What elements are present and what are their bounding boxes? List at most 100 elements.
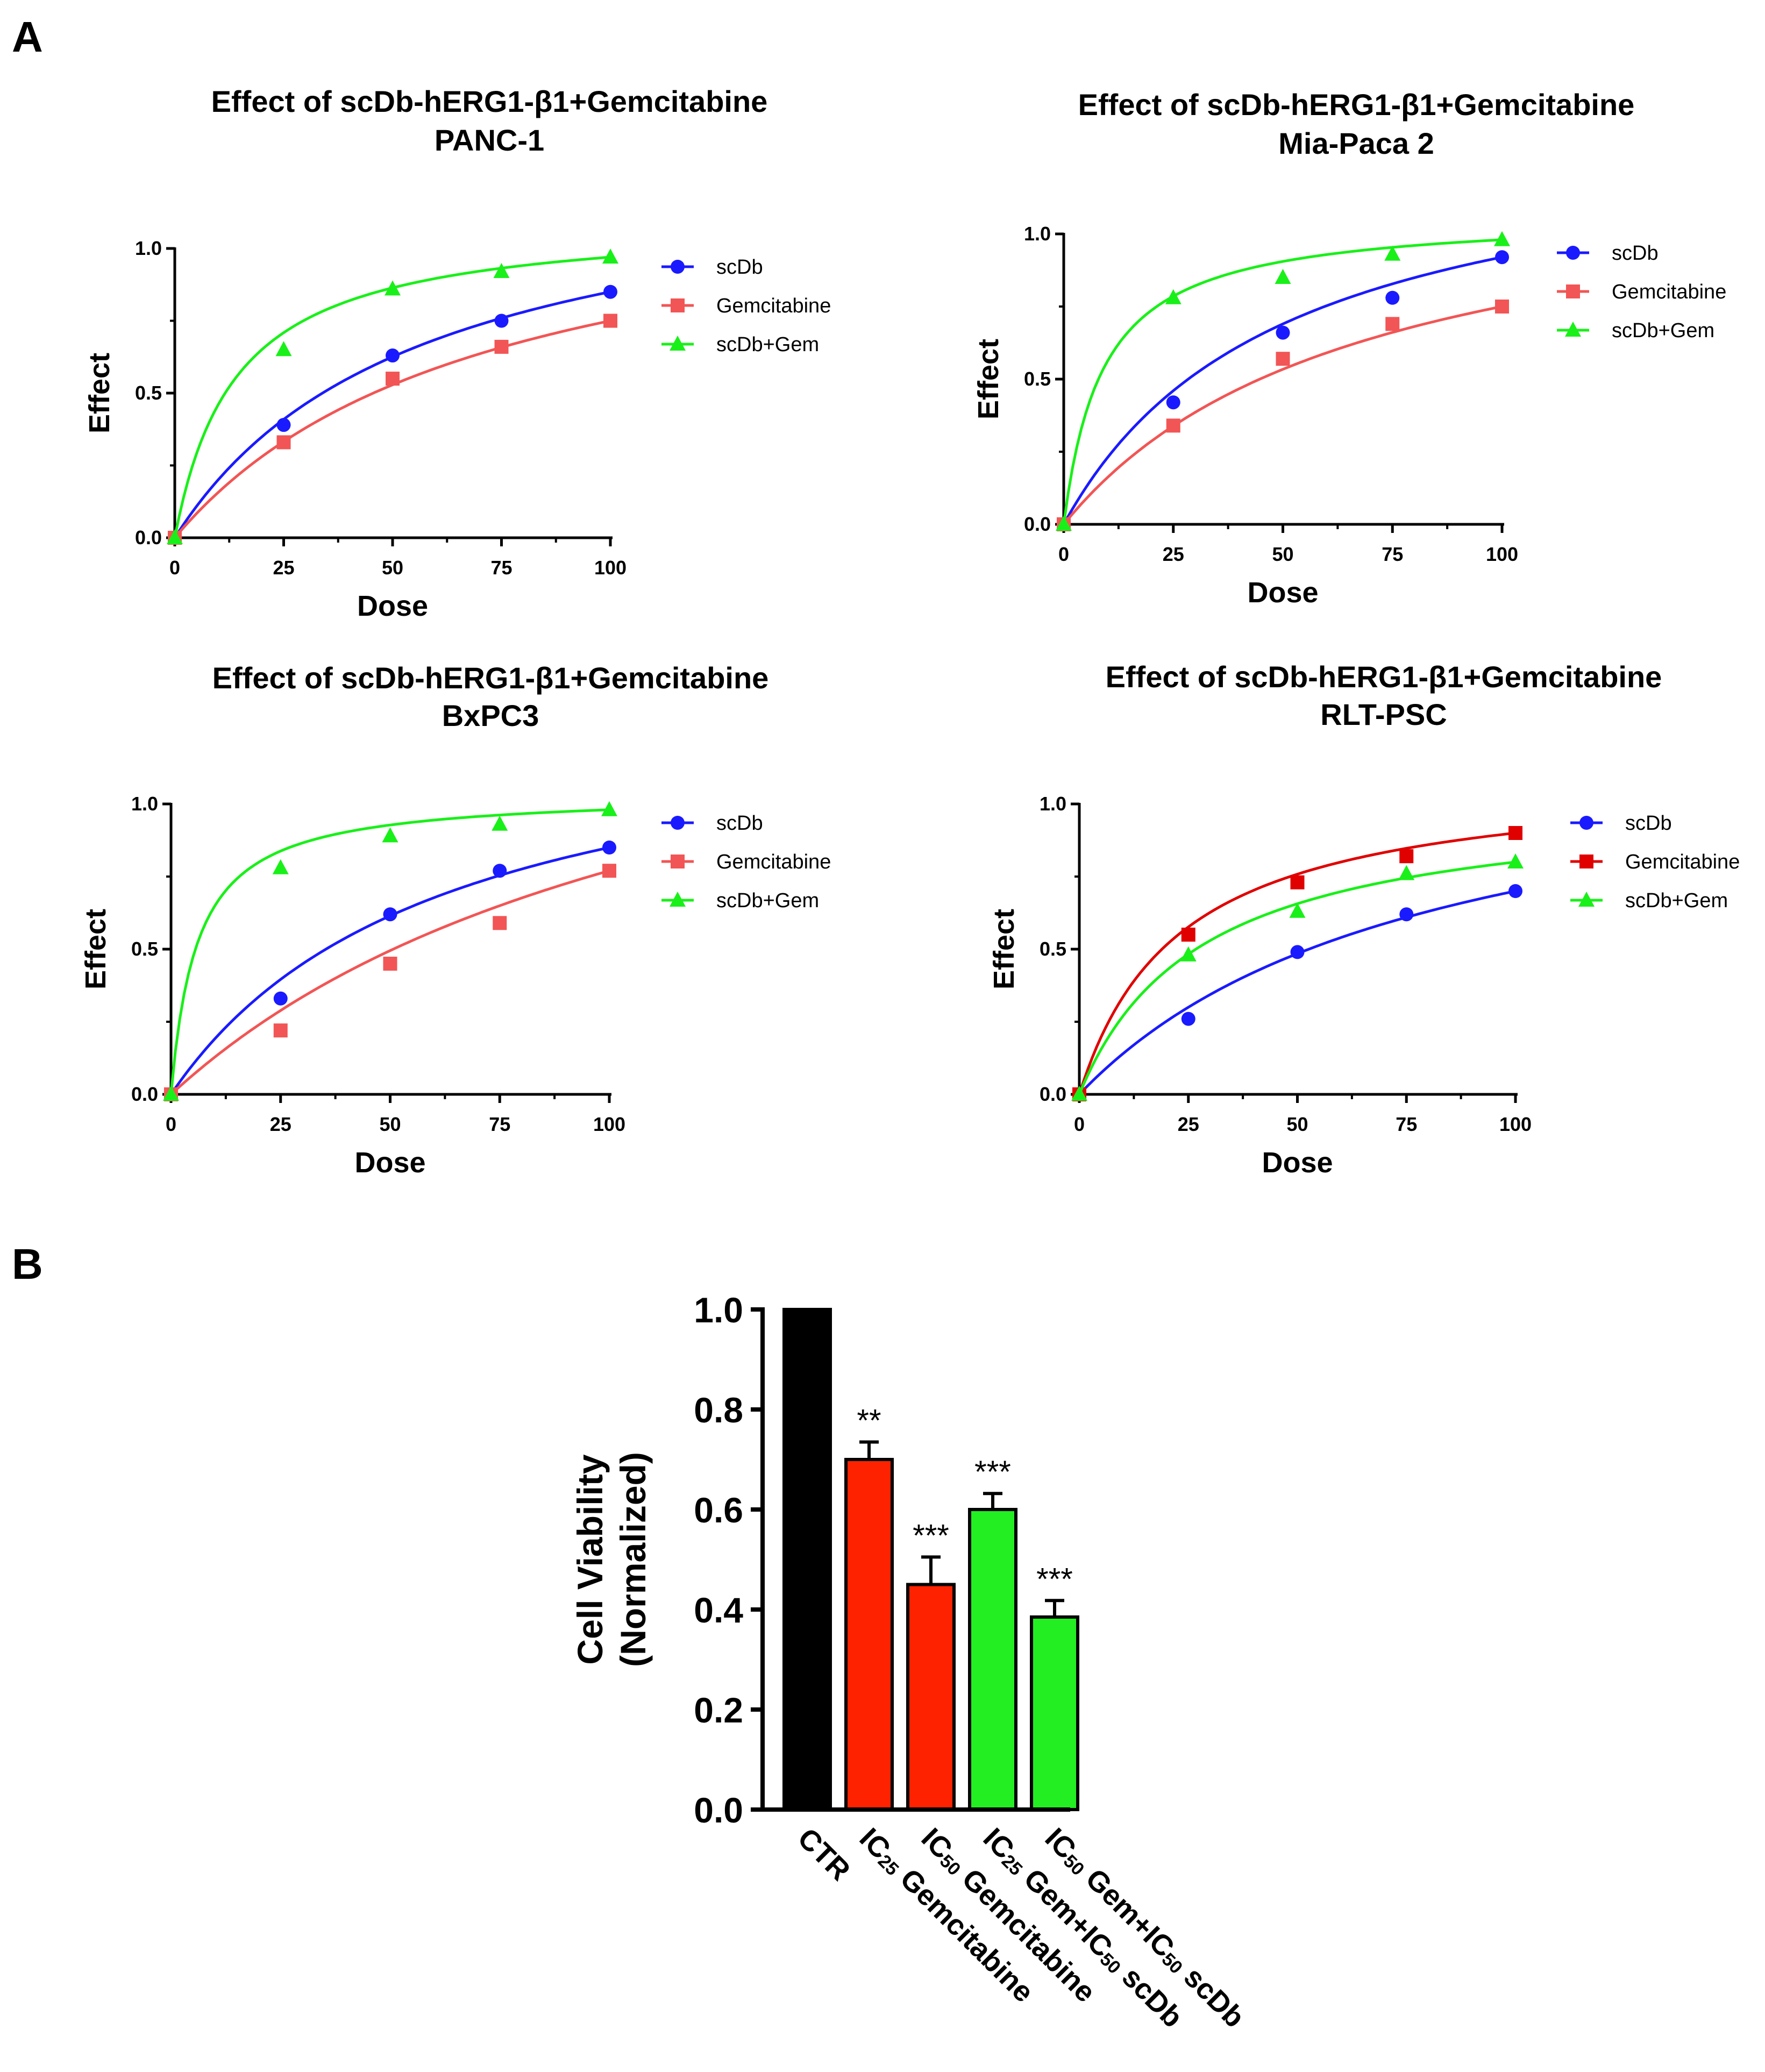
data-point-scdb-gem <box>385 280 401 296</box>
x-tick-label: 0 <box>1074 1113 1085 1135</box>
fit-curve-scdb-gem <box>169 808 610 1095</box>
legend-marker <box>1578 892 1595 907</box>
chart-mia-paca2: Effect of scDb-hERG1-β1+Gemcitabine Mia-P… <box>972 88 1726 609</box>
data-point-gemcitabine <box>383 957 397 971</box>
chart-subtitle: BxPC3 <box>442 699 539 732</box>
category-label: CTR <box>791 1822 856 1887</box>
data-point-scdb-gem <box>382 827 398 843</box>
data-point-scdb <box>276 418 291 432</box>
bar-2 <box>906 1583 956 1811</box>
legend-marker <box>671 298 685 312</box>
legend-marker <box>671 260 685 274</box>
data-point-gemcitabine <box>1399 849 1414 864</box>
legend-label: scDb <box>716 812 763 835</box>
chart-title: Effect of scDb-hERG1-β1+Gemcitabine <box>211 84 768 118</box>
data-point-scdb <box>1385 290 1400 305</box>
x-tick-label: 75 <box>490 557 512 579</box>
data-point-scdb-gem <box>1071 1086 1087 1101</box>
x-tick-label: 50 <box>1286 1113 1308 1135</box>
data-point-scdb-gem <box>1507 853 1524 868</box>
significance-marker: *** <box>1036 1562 1073 1597</box>
data-point-scdb <box>1166 395 1180 410</box>
y-axis-label-line2: (Normalized) <box>613 1452 653 1667</box>
significance-marker: *** <box>974 1455 1011 1490</box>
data-point-scdb-gem <box>167 529 183 544</box>
y-tick-label: 0.0 <box>131 1083 158 1105</box>
chart-rlt-psc: Effect of scDb-hERG1-β1+GemcitabineRLT-P… <box>988 660 1740 1179</box>
y-tick-label: 0.5 <box>131 938 158 960</box>
fit-curve-scdb <box>173 290 611 539</box>
x-tick-label: 25 <box>273 557 294 579</box>
legend-label: scDb+Gem <box>1612 319 1714 342</box>
legend-marker <box>1566 284 1580 298</box>
x-tick-label: 0 <box>169 557 180 579</box>
data-point-scdb <box>1399 907 1414 922</box>
legend-label: scDb <box>1625 812 1672 835</box>
fit-curve-scdb <box>1062 255 1503 525</box>
data-point-gemcitabine <box>602 864 616 878</box>
data-point-scdb <box>494 314 509 328</box>
y-tick-label: 0.0 <box>135 526 162 549</box>
x-axis-label: Dose <box>357 590 428 622</box>
x-tick-label: 50 <box>379 1113 401 1135</box>
y-tick-label: 1.0 <box>131 793 158 815</box>
data-point-scdb <box>1290 945 1305 959</box>
data-point-scdb <box>1495 250 1509 265</box>
significance-marker: *** <box>913 1518 949 1553</box>
legend-marker <box>670 336 686 351</box>
y-axis-label-line1: Cell Viability <box>570 1454 610 1665</box>
legend-label: Gemcitabine <box>1612 281 1726 303</box>
y-axis-label: Effect <box>80 909 112 989</box>
category-label-part: scDb <box>1172 1955 1250 2034</box>
data-point-scdb-gem <box>1165 289 1182 304</box>
legend-marker <box>671 816 685 830</box>
y-axis-label: Effect <box>988 909 1020 989</box>
chart-subtitle: Mia-Paca 2 <box>1278 126 1434 160</box>
fit-curve-scdb <box>169 846 610 1095</box>
legend-marker <box>1565 322 1581 337</box>
fit-curve-gemcitabine <box>1063 305 1503 525</box>
fit-curve-scdb-gem <box>1078 860 1516 1095</box>
legend-label: scDb+Gem <box>716 333 819 356</box>
y-tick-label: 0.4 <box>694 1590 743 1630</box>
data-point-gemcitabine <box>276 435 291 450</box>
x-axis-label: Dose <box>354 1147 425 1179</box>
y-tick-label: 0.0 <box>1024 513 1051 535</box>
legend-marker <box>1579 855 1593 868</box>
x-tick-label: 25 <box>270 1113 291 1135</box>
data-point-scdb-gem <box>272 859 289 874</box>
y-tick-label: 0.5 <box>1040 938 1066 960</box>
data-point-scdb-gem <box>601 801 617 816</box>
data-point-gemcitabine <box>1495 300 1509 314</box>
data-point-scdb-gem <box>1056 516 1072 531</box>
y-tick-label: 0.0 <box>1040 1083 1066 1105</box>
chart-cell-viability: CTR**IC25 Gemcitabine***IC50 Gemcitabine… <box>570 1290 1250 2034</box>
bar-4 <box>1030 1615 1079 1811</box>
data-point-gemcitabine <box>1290 875 1305 889</box>
data-point-scdb-gem <box>1384 245 1401 261</box>
chart-panc1: Effect of scDb-hERG1-β1+Gemcitabine PANC-… <box>83 84 831 622</box>
data-point-scdb <box>273 991 288 1006</box>
data-point-scdb <box>1276 325 1290 340</box>
category-label-part: CTR <box>791 1822 856 1887</box>
y-tick-label: 0.5 <box>135 382 162 404</box>
y-axis-label: Effect <box>972 339 1005 419</box>
bar-3 <box>968 1508 1017 1811</box>
x-tick-label: 0 <box>1058 543 1069 565</box>
data-point-scdb <box>386 348 400 363</box>
data-point-gemcitabine <box>1385 317 1400 331</box>
data-point-scdb-gem <box>1180 946 1197 962</box>
legend-marker <box>1566 246 1580 260</box>
x-tick-label: 75 <box>1382 543 1403 565</box>
data-point-gemcitabine <box>1276 352 1290 366</box>
bar-1 <box>844 1458 894 1811</box>
chart-title: Effect of scDb-hERG1-β1+Gemcitabine <box>1106 660 1662 694</box>
x-tick-label: 25 <box>1178 1113 1199 1135</box>
legend-label: Gemcitabine <box>716 295 831 317</box>
x-tick-label: 100 <box>1499 1113 1532 1135</box>
chart-title: Effect of scDb-hERG1-β1+Gemcitabine <box>212 661 769 695</box>
data-point-scdb-gem <box>163 1086 179 1101</box>
legend-marker <box>670 892 686 907</box>
data-point-scdb-gem <box>602 248 618 264</box>
fit-curve-scdb <box>1078 889 1516 1095</box>
